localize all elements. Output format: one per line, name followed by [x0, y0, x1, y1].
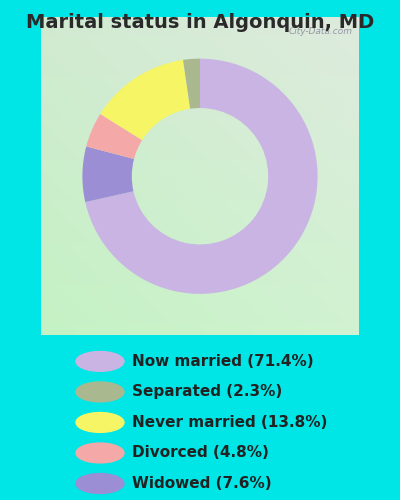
Wedge shape — [100, 60, 190, 140]
Wedge shape — [86, 114, 142, 159]
Wedge shape — [82, 146, 134, 202]
Circle shape — [76, 474, 124, 494]
Text: Divorced (4.8%): Divorced (4.8%) — [132, 446, 269, 460]
Wedge shape — [183, 58, 200, 109]
Circle shape — [76, 352, 124, 372]
Text: Widowed (7.6%): Widowed (7.6%) — [132, 476, 272, 491]
Circle shape — [76, 382, 124, 402]
Circle shape — [76, 443, 124, 463]
Circle shape — [76, 412, 124, 432]
Wedge shape — [85, 58, 318, 294]
Text: Never married (13.8%): Never married (13.8%) — [132, 415, 327, 430]
Text: Marital status in Algonquin, MD: Marital status in Algonquin, MD — [26, 13, 374, 32]
Text: City-Data.com: City-Data.com — [288, 27, 352, 36]
Text: Now married (71.4%): Now married (71.4%) — [132, 354, 314, 369]
Text: Separated (2.3%): Separated (2.3%) — [132, 384, 282, 400]
